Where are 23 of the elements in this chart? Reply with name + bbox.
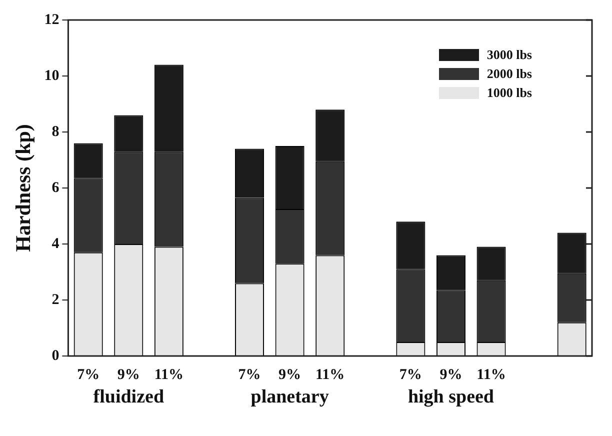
y-axis-title: Hardness (kp) [11, 124, 36, 252]
y-tick-label: 0 [52, 348, 60, 364]
text: high speed [408, 386, 494, 408]
y-tick-label: 8 [52, 124, 60, 140]
x-tick-label: 7% [77, 366, 100, 383]
x-tick-label: 7% [238, 366, 261, 383]
y-tick-label: 10 [44, 68, 60, 84]
text: fluidized [93, 386, 164, 408]
x-tick-label: 7% [399, 366, 422, 383]
legend-label: 2000 lbs [486, 66, 532, 82]
y-tick-label: 2 [52, 292, 60, 308]
x-tick-label: 11% [154, 366, 184, 383]
x-tick-label: 9% [117, 366, 140, 383]
text: planetary [250, 386, 330, 408]
x-tick-label: 9% [440, 366, 462, 383]
legend-label: 3000 lbs [486, 46, 532, 62]
legend-label: 1000 lbs [486, 84, 532, 100]
y-tick-label: 6 [52, 180, 60, 196]
x-tick-label: 11% [476, 366, 506, 383]
y-tick-label: 4 [52, 236, 60, 252]
x-tick-label: 11% [316, 366, 345, 383]
x-tick-label: 9% [278, 366, 302, 383]
y-tick-label: 12 [44, 12, 60, 28]
